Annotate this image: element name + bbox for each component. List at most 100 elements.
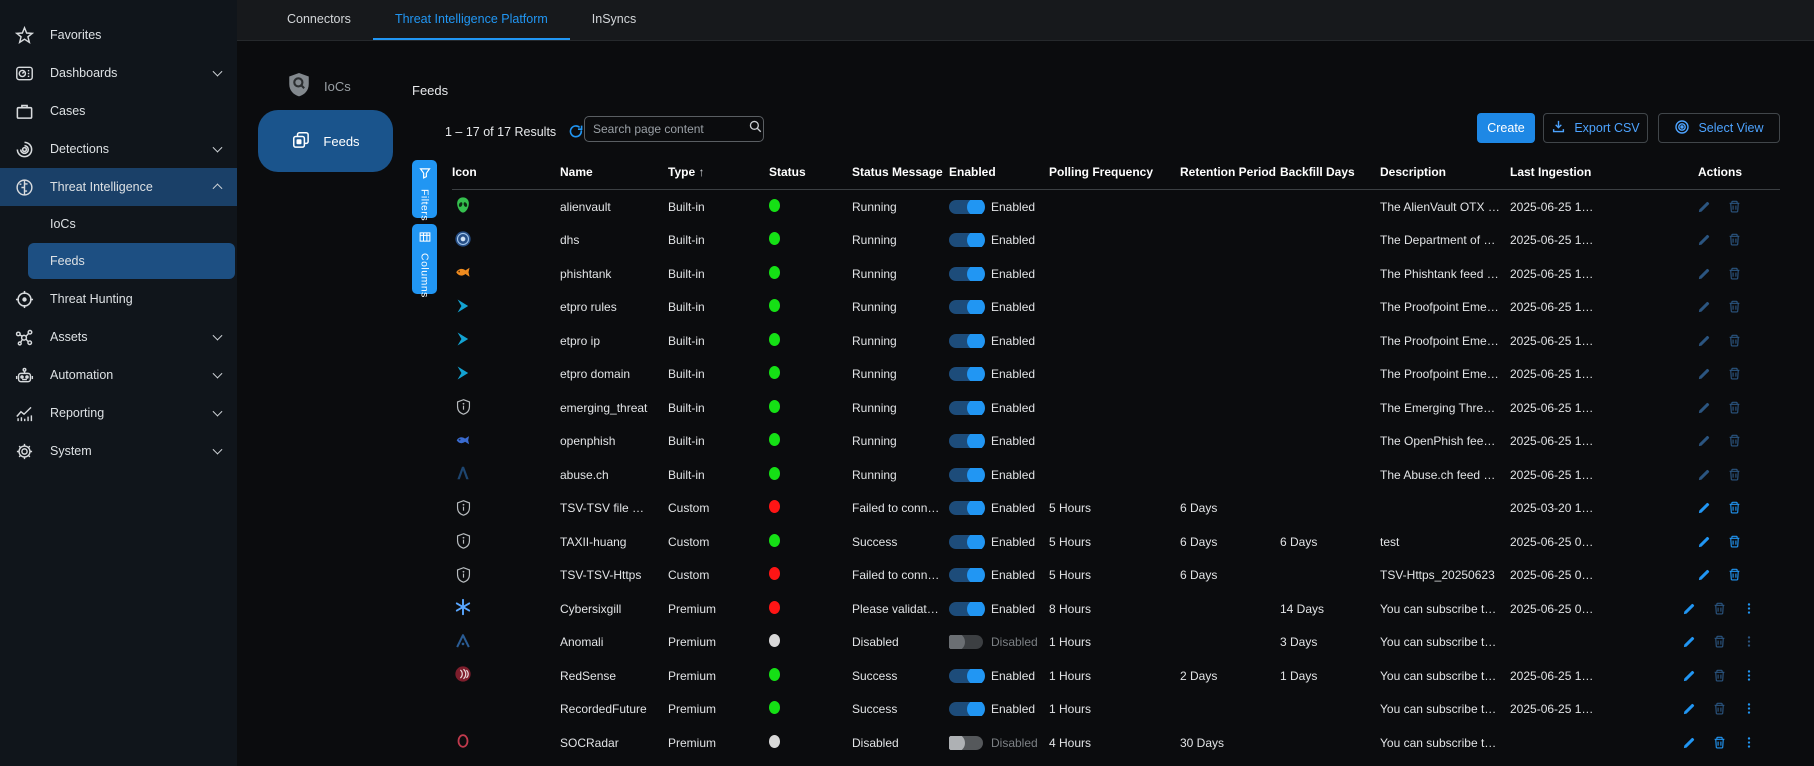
filters-tab[interactable]: Filters: [412, 160, 437, 218]
column-header-type[interactable]: Type ↑: [668, 165, 769, 179]
delete-trash-icon[interactable]: [1727, 199, 1743, 215]
enabled-toggle[interactable]: [949, 736, 983, 750]
toggle-knob: [967, 669, 985, 683]
tab-threat-intelligence-platform[interactable]: Threat Intelligence Platform: [373, 0, 570, 40]
edit-pencil-icon[interactable]: [1682, 601, 1698, 617]
table-row-emerging-threat: emerging_threatBuilt-inRunningEnabledThe…: [452, 391, 1780, 425]
enabled-toggle[interactable]: [949, 669, 983, 683]
column-header-enabled[interactable]: Enabled: [949, 165, 1049, 179]
enabled-toggle[interactable]: [949, 535, 983, 549]
delete-trash-icon[interactable]: [1712, 701, 1728, 717]
cell-status: [769, 534, 852, 550]
column-header-status_message[interactable]: Status Message: [852, 165, 949, 179]
edit-pencil-icon[interactable]: [1697, 534, 1713, 550]
edit-pencil-icon[interactable]: [1682, 668, 1698, 684]
sidebar-item-dashboards[interactable]: Dashboards: [0, 54, 237, 92]
kebab-menu-icon[interactable]: [1742, 601, 1758, 617]
edit-pencil-icon[interactable]: [1697, 567, 1713, 583]
enabled-toggle[interactable]: [949, 233, 983, 247]
cell-enabled: Enabled: [949, 468, 1049, 482]
enabled-toggle[interactable]: [949, 401, 983, 415]
sidebar-item-threat-intelligence[interactable]: Threat Intelligence: [0, 168, 237, 206]
delete-trash-icon[interactable]: [1727, 232, 1743, 248]
edit-pencil-icon[interactable]: [1682, 634, 1698, 650]
column-header-status[interactable]: Status: [769, 165, 852, 179]
enabled-toggle[interactable]: [949, 434, 983, 448]
columns-tab[interactable]: Columns: [412, 224, 437, 294]
delete-trash-icon[interactable]: [1712, 735, 1728, 751]
enabled-toggle[interactable]: [949, 468, 983, 482]
search-input[interactable]: [593, 122, 748, 136]
enabled-toggle[interactable]: [949, 635, 983, 649]
edit-pencil-icon[interactable]: [1697, 232, 1713, 248]
delete-trash-icon[interactable]: [1727, 534, 1743, 550]
edit-pencil-icon[interactable]: [1697, 433, 1713, 449]
enabled-toggle[interactable]: [949, 200, 983, 214]
delete-trash-icon[interactable]: [1727, 433, 1743, 449]
sidebar-subitem-feeds[interactable]: Feeds: [28, 243, 235, 279]
edit-pencil-icon[interactable]: [1682, 735, 1698, 751]
sidebar-item-assets[interactable]: Assets: [0, 318, 237, 356]
delete-trash-icon[interactable]: [1727, 366, 1743, 382]
tab-insyncs[interactable]: InSyncs: [570, 0, 658, 40]
column-header-description[interactable]: Description: [1380, 165, 1510, 179]
cell-description: You can subscribe t…: [1380, 635, 1510, 649]
enabled-toggle[interactable]: [949, 334, 983, 348]
enabled-toggle[interactable]: [949, 300, 983, 314]
column-header-polling[interactable]: Polling Frequency: [1049, 165, 1180, 179]
delete-trash-icon[interactable]: [1727, 467, 1743, 483]
kebab-menu-icon[interactable]: [1742, 735, 1758, 751]
search-icon[interactable]: [748, 119, 763, 139]
sidebar-subitem-iocs[interactable]: IoCs: [0, 206, 237, 242]
subnav-item-iocs[interactable]: IoCs: [286, 71, 351, 102]
sidebar-item-detections[interactable]: Detections: [0, 130, 237, 168]
edit-pencil-icon[interactable]: [1697, 500, 1713, 516]
create-button[interactable]: Create: [1477, 113, 1535, 143]
column-header-name[interactable]: Name: [560, 165, 668, 179]
edit-pencil-icon[interactable]: [1697, 467, 1713, 483]
delete-trash-icon[interactable]: [1727, 333, 1743, 349]
delete-trash-icon[interactable]: [1727, 567, 1743, 583]
column-header-last_ingestion[interactable]: Last Ingestion: [1510, 165, 1660, 179]
tab-connectors[interactable]: Connectors: [265, 0, 373, 40]
kebab-menu-icon[interactable]: [1742, 668, 1758, 684]
column-header-retention[interactable]: Retention Period: [1180, 165, 1280, 179]
edit-pencil-icon[interactable]: [1682, 701, 1698, 717]
sidebar-item-threat-hunting[interactable]: Threat Hunting: [0, 280, 237, 318]
edit-pencil-icon[interactable]: [1697, 333, 1713, 349]
delete-trash-icon[interactable]: [1712, 601, 1728, 617]
sidebar-item-automation[interactable]: Automation: [0, 356, 237, 394]
sidebar-item-cases[interactable]: Cases: [0, 92, 237, 130]
delete-trash-icon[interactable]: [1712, 634, 1728, 650]
export-csv-button[interactable]: Export CSV: [1543, 113, 1648, 143]
column-header-backfill[interactable]: Backfill Days: [1280, 165, 1380, 179]
enabled-toggle[interactable]: [949, 568, 983, 582]
cell-status: [769, 567, 852, 583]
enabled-toggle[interactable]: [949, 501, 983, 515]
delete-trash-icon[interactable]: [1712, 668, 1728, 684]
sidebar-item-favorites[interactable]: Favorites: [0, 16, 237, 54]
edit-pencil-icon[interactable]: [1697, 199, 1713, 215]
edit-pencil-icon[interactable]: [1697, 400, 1713, 416]
enabled-toggle[interactable]: [949, 267, 983, 281]
delete-trash-icon[interactable]: [1727, 266, 1743, 282]
enabled-toggle[interactable]: [949, 702, 983, 716]
kebab-menu-icon[interactable]: [1742, 634, 1758, 650]
delete-trash-icon[interactable]: [1727, 400, 1743, 416]
cell-status: [769, 266, 852, 282]
delete-trash-icon[interactable]: [1727, 299, 1743, 315]
edit-pencil-icon[interactable]: [1697, 366, 1713, 382]
sidebar-item-system[interactable]: System: [0, 432, 237, 470]
select-view-button[interactable]: Select View: [1658, 113, 1780, 143]
cell-last-ingestion: 2025-06-25 1…: [1510, 367, 1660, 381]
enabled-toggle[interactable]: [949, 367, 983, 381]
sidebar-item-reporting[interactable]: Reporting: [0, 394, 237, 432]
enabled-toggle[interactable]: [949, 602, 983, 616]
delete-trash-icon[interactable]: [1727, 500, 1743, 516]
subnav-item-feeds[interactable]: Feeds: [258, 110, 393, 172]
edit-pencil-icon[interactable]: [1697, 299, 1713, 315]
kebab-menu-icon[interactable]: [1742, 701, 1758, 717]
edit-pencil-icon[interactable]: [1697, 266, 1713, 282]
proofpoint-chevron-icon: [454, 297, 472, 315]
refresh-icon[interactable]: [568, 124, 584, 140]
